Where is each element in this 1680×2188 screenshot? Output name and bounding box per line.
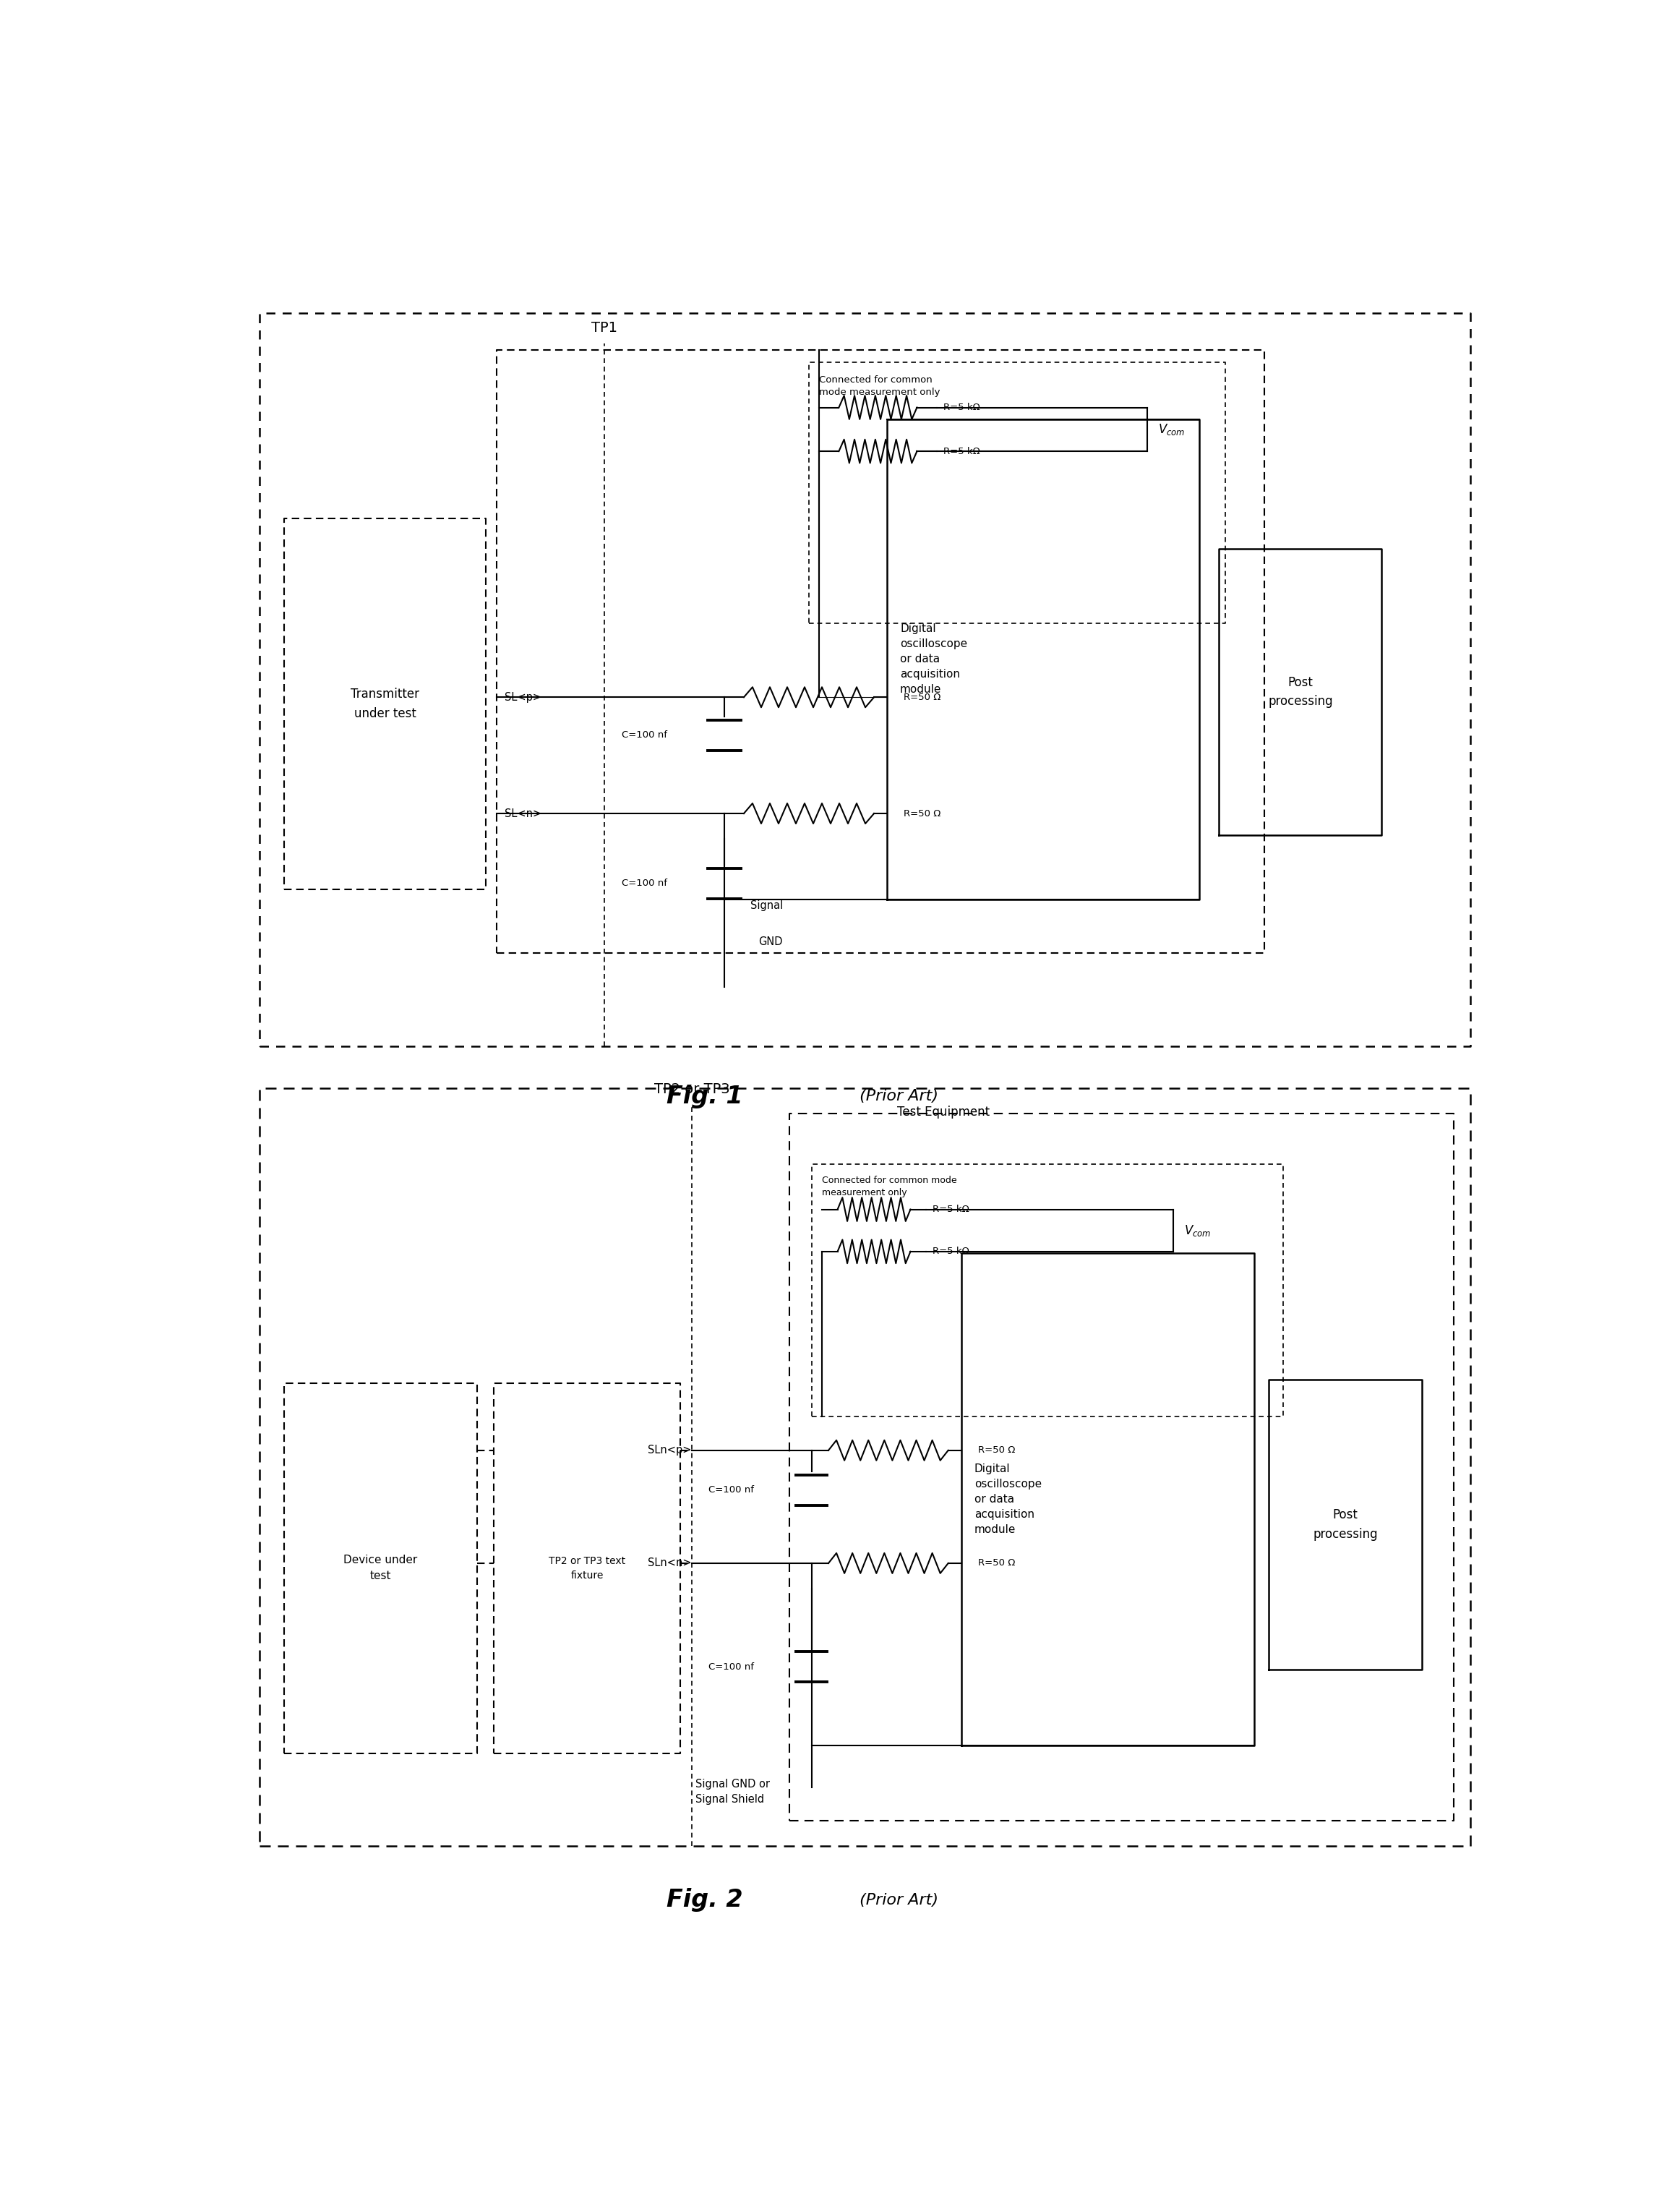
Text: Connected for common mode
measurement only: Connected for common mode measurement on… [822,1175,958,1197]
Text: Device under
test: Device under test [344,1556,418,1582]
Text: SL<p>: SL<p> [504,691,541,702]
Text: Fig. 1: Fig. 1 [667,1085,743,1109]
Text: (Prior Art): (Prior Art) [855,1893,939,1908]
Text: Transmitter
under test: Transmitter under test [351,687,420,720]
Text: C=100 nf: C=100 nf [622,880,667,888]
Text: R=50 Ω: R=50 Ω [904,694,941,702]
Text: R=50 Ω: R=50 Ω [978,1558,1015,1569]
Text: GND: GND [759,936,783,947]
Text: SLn<p>: SLn<p> [648,1444,692,1455]
Text: TP2 or TP3: TP2 or TP3 [654,1083,729,1096]
Text: Signal GND or
Signal Shield: Signal GND or Signal Shield [696,1779,769,1805]
Text: SL<n>: SL<n> [504,807,541,818]
Text: Post
processing: Post processing [1268,676,1332,709]
Text: Fig. 2: Fig. 2 [667,1888,743,1912]
Text: R=50 Ω: R=50 Ω [978,1446,1015,1455]
Text: (Prior Art): (Prior Art) [855,1090,939,1103]
Text: R=5 kΩ: R=5 kΩ [942,446,979,455]
Text: $V_{com}$: $V_{com}$ [1158,422,1184,438]
Text: $V_{com}$: $V_{com}$ [1184,1223,1211,1238]
Text: SLn<n>: SLn<n> [648,1558,692,1569]
Text: R=5 kΩ: R=5 kΩ [942,403,979,411]
Text: R=50 Ω: R=50 Ω [904,810,941,818]
Text: Connected for common
mode measurement only: Connected for common mode measurement on… [820,376,941,398]
Text: C=100 nf: C=100 nf [709,1663,754,1672]
Text: Signal: Signal [751,899,783,910]
Text: TP2 or TP3 text
fixture: TP2 or TP3 text fixture [549,1556,625,1580]
Text: R=5 kΩ: R=5 kΩ [932,1206,969,1214]
Text: Test Equipment: Test Equipment [897,1105,990,1118]
Text: Digital
oscilloscope
or data
acquisition
module: Digital oscilloscope or data acquisition… [900,624,968,696]
Text: Digital
oscilloscope
or data
acquisition
module: Digital oscilloscope or data acquisition… [974,1464,1042,1536]
Text: C=100 nf: C=100 nf [709,1486,754,1494]
Text: C=100 nf: C=100 nf [622,731,667,740]
Text: TP1: TP1 [591,322,618,335]
Text: R=5 kΩ: R=5 kΩ [932,1247,969,1256]
Text: Post
processing: Post processing [1314,1508,1378,1540]
